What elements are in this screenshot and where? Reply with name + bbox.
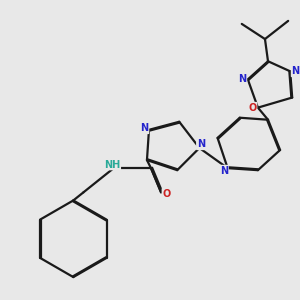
Text: N: N — [220, 166, 228, 176]
Text: O: O — [162, 189, 171, 199]
Text: N: N — [292, 66, 300, 76]
Text: N: N — [140, 123, 148, 133]
Text: N: N — [238, 74, 246, 84]
Text: N: N — [197, 140, 205, 149]
Text: O: O — [248, 103, 256, 112]
Text: NH: NH — [104, 160, 120, 170]
